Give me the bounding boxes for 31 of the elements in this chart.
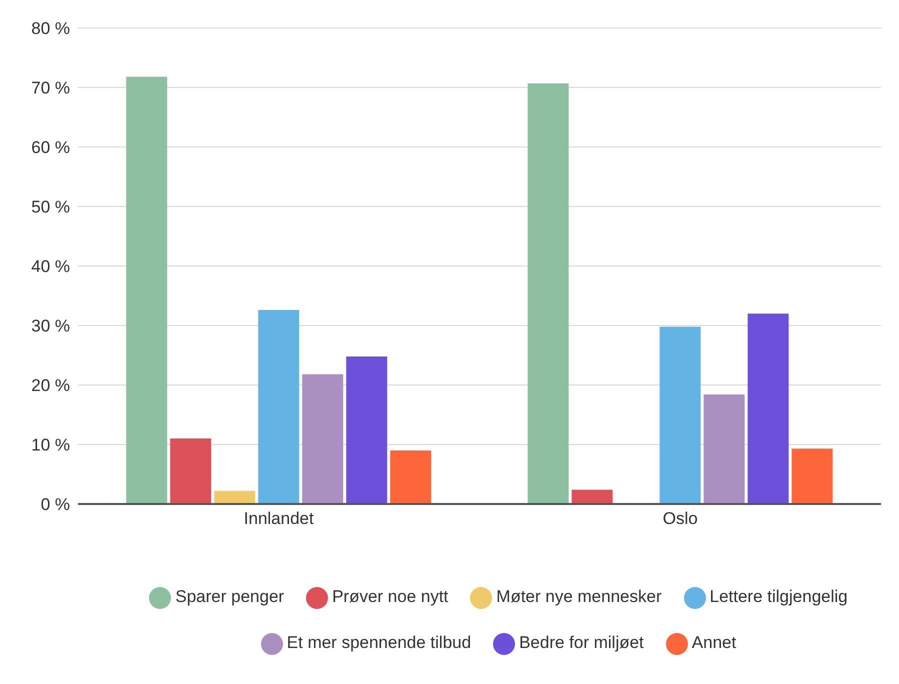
bar xyxy=(572,490,613,504)
legend-label: Møter nye mennesker xyxy=(496,587,662,606)
y-tick-label: 0 % xyxy=(40,495,70,514)
y-tick-label: 30 % xyxy=(31,316,70,336)
bar xyxy=(748,314,789,504)
bar xyxy=(258,310,300,504)
x-tick-label: Oslo xyxy=(662,509,698,528)
legend-label: Et mer spennende tilbud xyxy=(286,633,472,652)
legend-label: Prøver noe nytt xyxy=(332,587,448,606)
y-tick-label: 80 % xyxy=(31,19,70,38)
bar xyxy=(302,374,344,504)
bar xyxy=(792,448,833,504)
legend-label: Bedre for miljøet xyxy=(519,633,644,652)
bar xyxy=(390,450,432,504)
y-tick-label: 40 % xyxy=(31,257,70,276)
bar xyxy=(660,326,701,504)
y-tick-label: 10 % xyxy=(31,436,70,455)
bar xyxy=(126,76,168,504)
bar xyxy=(170,438,212,504)
x-tick-label: Innlandet xyxy=(244,509,314,528)
y-tick-label: 20 % xyxy=(31,376,70,396)
y-tick-label: 50 % xyxy=(31,198,70,217)
legend-label: Annet xyxy=(692,633,736,652)
y-tick-label: 70 % xyxy=(31,78,70,98)
legend-label: Sparer penger xyxy=(175,587,284,606)
bar xyxy=(214,490,256,504)
legend-label: Lettere tilgjengelig xyxy=(710,587,848,606)
y-tick-label: 60 % xyxy=(31,138,70,158)
bar xyxy=(704,394,745,504)
bar xyxy=(528,83,569,504)
bar xyxy=(346,356,388,504)
